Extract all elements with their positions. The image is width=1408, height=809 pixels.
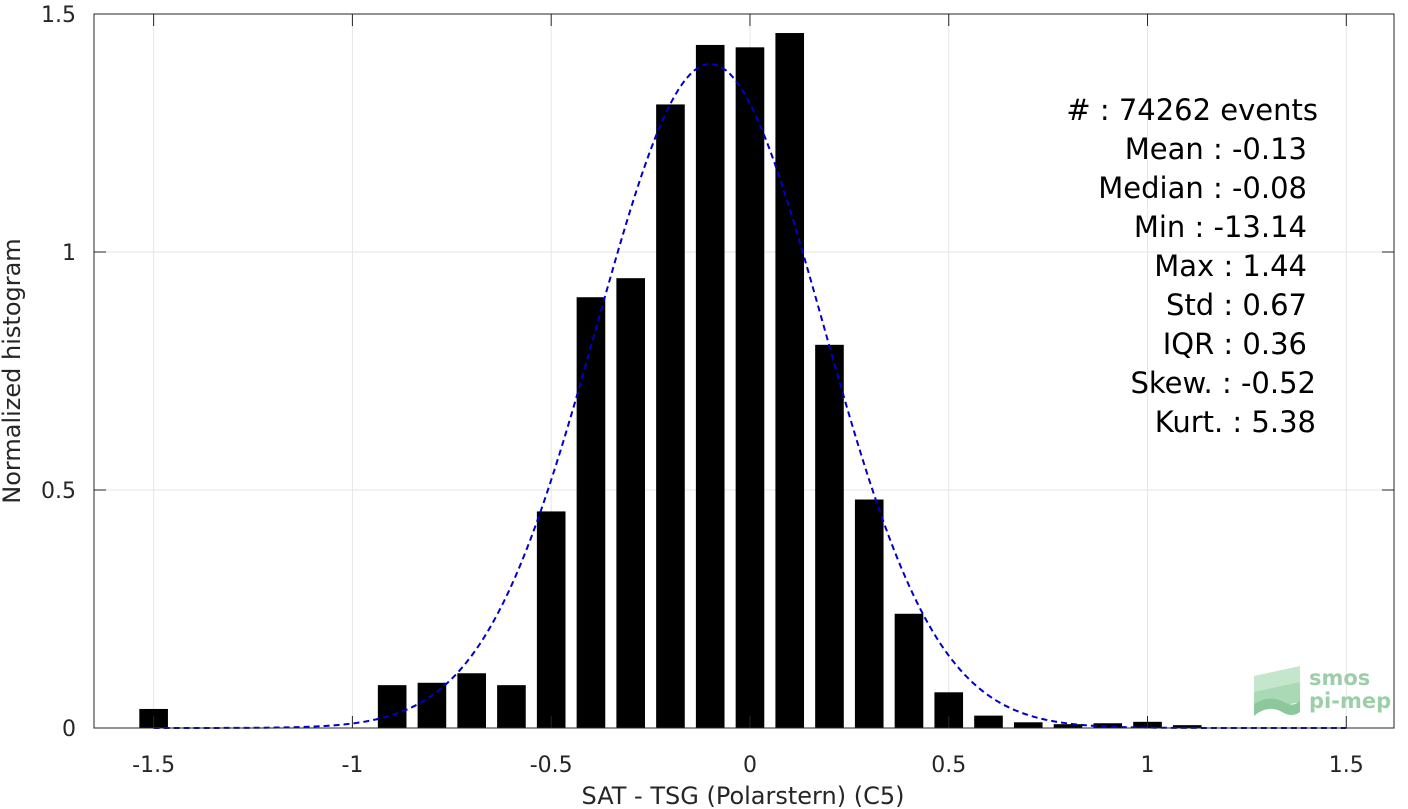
y-tick-label-1: 0.5 xyxy=(41,479,76,504)
histogram-bar-17 xyxy=(1013,722,1043,728)
x-tick-label-5: 1 xyxy=(1141,753,1155,778)
y-axis-label: Normalized histogram xyxy=(0,238,26,503)
stat-mean: Mean : -0.13 xyxy=(1125,132,1307,166)
histogram-bar-4 xyxy=(497,685,526,728)
y-tick-label-0: 0 xyxy=(62,717,76,742)
logo-text-smos: smos xyxy=(1309,666,1370,690)
x-tick-labels: -1.5 -1 -0.5 0 0.5 1 1.5 xyxy=(132,753,1364,778)
histogram-bar-7 xyxy=(616,278,646,728)
histogram-bar-21 xyxy=(1172,725,1202,728)
x-tick-label-4: 0.5 xyxy=(931,753,966,778)
histogram-bar-12 xyxy=(815,344,844,728)
histogram-bar-10 xyxy=(735,47,765,728)
histogram-bar-16 xyxy=(974,715,1003,728)
histogram-bar-6 xyxy=(576,297,606,728)
x-axis-label: SAT - TSG (Polarstern) (C5) xyxy=(582,782,905,809)
histogram-bar-2 xyxy=(417,682,447,728)
stat-min: Min : -13.14 xyxy=(1134,210,1307,244)
histogram-bar-11 xyxy=(775,33,805,729)
histogram-bar-14 xyxy=(894,613,924,728)
histogram-bar-9 xyxy=(695,44,725,728)
y-tick-label-2: 1 xyxy=(62,241,76,266)
histogram-bar-19 xyxy=(1093,723,1123,728)
logo-text-pi-mep: pi-mep xyxy=(1309,689,1391,713)
statistics-annotation: # : 74262 events Mean : -0.13 Median : -… xyxy=(1066,93,1318,439)
x-tick-label-6: 1.5 xyxy=(1329,753,1364,778)
histogram-bar-3 xyxy=(457,673,486,728)
x-tick-label-3: 0 xyxy=(743,753,757,778)
histogram-bar-5 xyxy=(536,511,566,728)
y-tick-label-3: 1.5 xyxy=(41,3,76,28)
smos-pi-mep-logo: smos pi-mep xyxy=(1254,666,1391,716)
histogram-bar-18 xyxy=(1053,724,1083,728)
histogram-bar-8 xyxy=(656,104,685,728)
y-tick-labels: 0 0.5 1 1.5 xyxy=(41,3,76,742)
histogram-bar-1 xyxy=(377,685,407,728)
stat-kurtosis: Kurt. : 5.38 xyxy=(1155,405,1316,439)
x-tick-label-1: -1 xyxy=(341,753,363,778)
logo-wave-icon xyxy=(1254,666,1300,716)
axis-ticks xyxy=(94,13,1394,729)
stat-std: Std : 0.67 xyxy=(1166,288,1307,322)
stat-max: Max : 1.44 xyxy=(1154,249,1307,283)
x-tick-label-0: -1.5 xyxy=(132,753,175,778)
stat-median: Median : -0.08 xyxy=(1098,171,1307,205)
stat-skewness: Skew. : -0.52 xyxy=(1130,366,1316,400)
stat-events: # : 74262 events xyxy=(1066,93,1318,127)
stat-iqr: IQR : 0.36 xyxy=(1163,327,1307,361)
x-tick-label-2: -0.5 xyxy=(530,753,573,778)
histogram-bars xyxy=(139,33,1202,729)
histogram-bar-13 xyxy=(854,499,884,728)
plot-frame xyxy=(93,13,1395,729)
